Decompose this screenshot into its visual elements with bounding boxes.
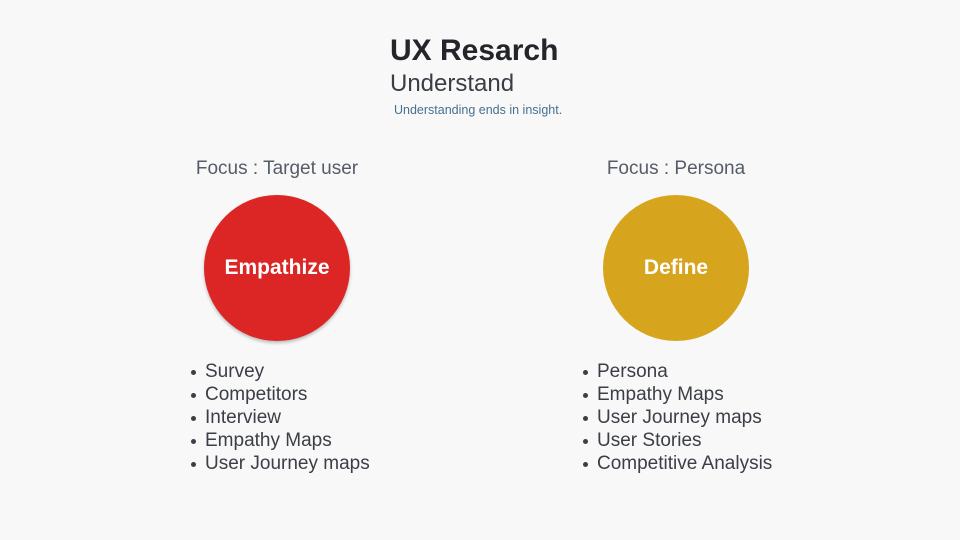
list-item: Interview bbox=[191, 406, 370, 429]
list-item: Competitive Analysis bbox=[582, 453, 773, 474]
list-item: Persona bbox=[582, 360, 772, 383]
define-label: Define bbox=[643, 256, 709, 279]
empathize-list: Survey Competitors Interview Empathy Map… bbox=[190, 360, 370, 475]
define-circle: Define bbox=[603, 195, 749, 341]
list-item: Empathy Maps bbox=[582, 383, 772, 406]
focus-label-left: Focus : Target user bbox=[195, 158, 359, 179]
slide-subtitle: Understand bbox=[390, 70, 515, 97]
empathize-circle: Empathize bbox=[204, 195, 350, 341]
list-item: Empathy Maps bbox=[191, 429, 370, 452]
list-item: User Journey maps bbox=[582, 406, 772, 429]
list-item: User Journey maps bbox=[191, 453, 370, 474]
focus-label-right: Focus : Persona bbox=[606, 158, 746, 179]
empathize-label: Empathize bbox=[224, 256, 330, 279]
list-item: Survey bbox=[191, 360, 370, 383]
define-list: Persona Empathy Maps User Journey maps U… bbox=[582, 360, 772, 475]
list-item: Competitors bbox=[191, 383, 370, 406]
slide-title: UX Resarch bbox=[390, 34, 559, 67]
slide-tagline: Understanding ends in insight. bbox=[394, 103, 563, 117]
list-item: User Stories bbox=[582, 429, 772, 452]
